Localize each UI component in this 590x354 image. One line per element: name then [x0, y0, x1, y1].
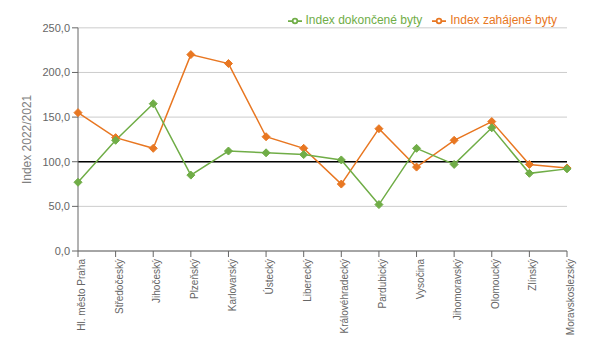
html-text:Index zahájené byty: Index zahájené byty — [450, 13, 557, 27]
html-text:Index dokončené byty: Index dokončené byty — [305, 13, 423, 27]
svg-text:Pardubický: Pardubický — [377, 259, 388, 308]
svg-text:Plzeňský: Plzeňský — [189, 259, 200, 299]
svg-text:Liberecký: Liberecký — [302, 259, 313, 302]
svg-text:Vysočina: Vysočina — [415, 259, 426, 300]
svg-text:Moravskoslezský: Moravskoslezský — [565, 259, 576, 335]
svg-text:50,0: 50,0 — [49, 200, 70, 212]
svg-text:Hl. město Praha: Hl. město Praha — [76, 259, 87, 331]
svg-text:Královéhradecký: Královéhradecký — [339, 259, 350, 333]
svg-text:Zlínský: Zlínský — [527, 259, 538, 291]
svg-text:150,0: 150,0 — [42, 111, 70, 123]
svg-text:200,0: 200,0 — [42, 66, 70, 78]
svg-text:Index 2022/2021: Index 2022/2021 — [20, 94, 34, 184]
svg-text:Jihomoravský: Jihomoravský — [452, 259, 463, 320]
svg-text:Jihočeský: Jihočeský — [151, 259, 162, 303]
svg-text:0,0: 0,0 — [55, 245, 70, 257]
svg-text:Ústecký: Ústecký — [263, 259, 275, 295]
svg-text:250,0: 250,0 — [42, 22, 70, 34]
svg-text:Středočeský: Středočeský — [114, 259, 125, 314]
svg-text:Karlovarský: Karlovarský — [227, 259, 238, 311]
svg-text:Olomoucký: Olomoucký — [490, 259, 501, 309]
svg-text:100,0: 100,0 — [42, 156, 70, 168]
